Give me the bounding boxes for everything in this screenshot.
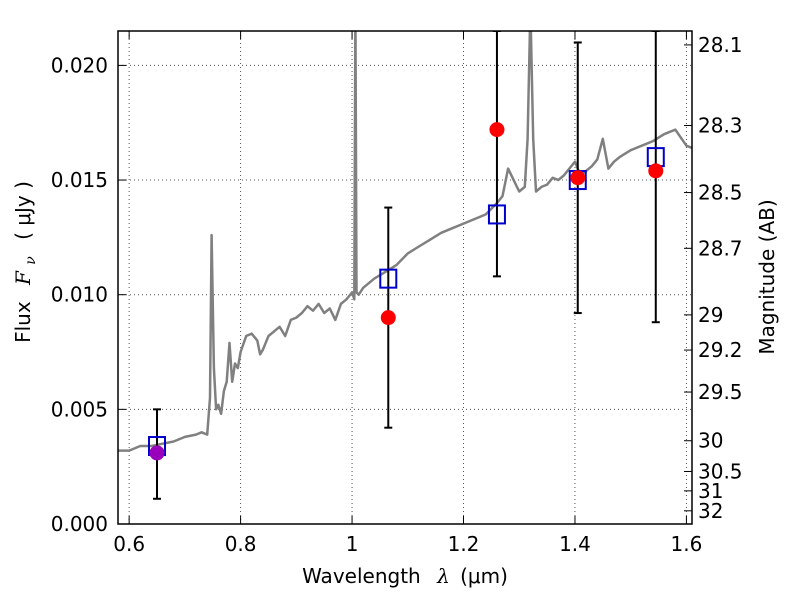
plot-layer <box>118 31 692 500</box>
y-axis-title-subscript: ν <box>23 256 39 265</box>
x-tick-label: 0.6 <box>113 532 145 556</box>
y2-tick-label: 28.1 <box>698 33 743 57</box>
y-tick-label: 0.000 <box>51 512 108 536</box>
observed-point-circle <box>149 445 165 461</box>
y-axis-title: Flux F ν ( μJy ) <box>11 181 40 343</box>
y2-tick-label: 29.5 <box>698 380 743 404</box>
y2-tick-label: 28.3 <box>698 114 743 138</box>
y-axis-title-unit: ( μJy ) <box>11 181 35 240</box>
y2-tick-label: 28.7 <box>698 236 743 260</box>
spectrum-line <box>118 31 692 452</box>
y-tick-label: 0.010 <box>51 283 108 307</box>
observed-point-circle <box>570 170 586 186</box>
x-tick-label: 1.4 <box>559 532 591 556</box>
y2-tick-label: 28.5 <box>698 181 743 205</box>
x-axis-title-unit: (μm) <box>460 564 508 588</box>
observed-point-circle <box>648 163 664 179</box>
y2-tick-label: 30.5 <box>698 459 743 483</box>
y2-axis-title: Magnitude (AB) <box>755 199 779 354</box>
observed-point-circle <box>380 310 396 326</box>
y2-tick-label: 29 <box>698 303 723 327</box>
y2-tick-label: 31 <box>698 479 723 503</box>
y2-tick-label: 32 <box>698 499 723 523</box>
x-tick-label: 1.2 <box>448 532 480 556</box>
y-tick-label: 0.015 <box>51 168 108 192</box>
y2-tick-label: 29.2 <box>698 338 743 362</box>
x-tick-label: 1.6 <box>671 532 703 556</box>
x-axis-title-text: Wavelength <box>302 564 421 588</box>
y-tick-label: 0.020 <box>51 53 108 77</box>
x-axis-title: Wavelength λ (μm) <box>302 564 508 588</box>
tick-layer: 0.6 0.8 1 1.2 1.4 1.6 0.000 0.005 0.010 0.015 0.02… <box>51 31 743 556</box>
y-axis-title-text: Flux <box>11 301 35 343</box>
y-axis-title-symbol: F <box>11 270 35 286</box>
x-tick-label: 1 <box>346 532 359 556</box>
plot-frame <box>117 30 693 525</box>
grid-layer <box>118 31 692 525</box>
model-point-square <box>487 204 506 225</box>
y2-tick-label: 30 <box>698 429 723 453</box>
model-point-square <box>379 268 398 289</box>
observed-point-circle <box>489 122 505 138</box>
x-axis-title-symbol: λ <box>436 564 450 588</box>
x-tick-label: 0.8 <box>225 532 257 556</box>
y-tick-label: 0.005 <box>51 397 108 421</box>
